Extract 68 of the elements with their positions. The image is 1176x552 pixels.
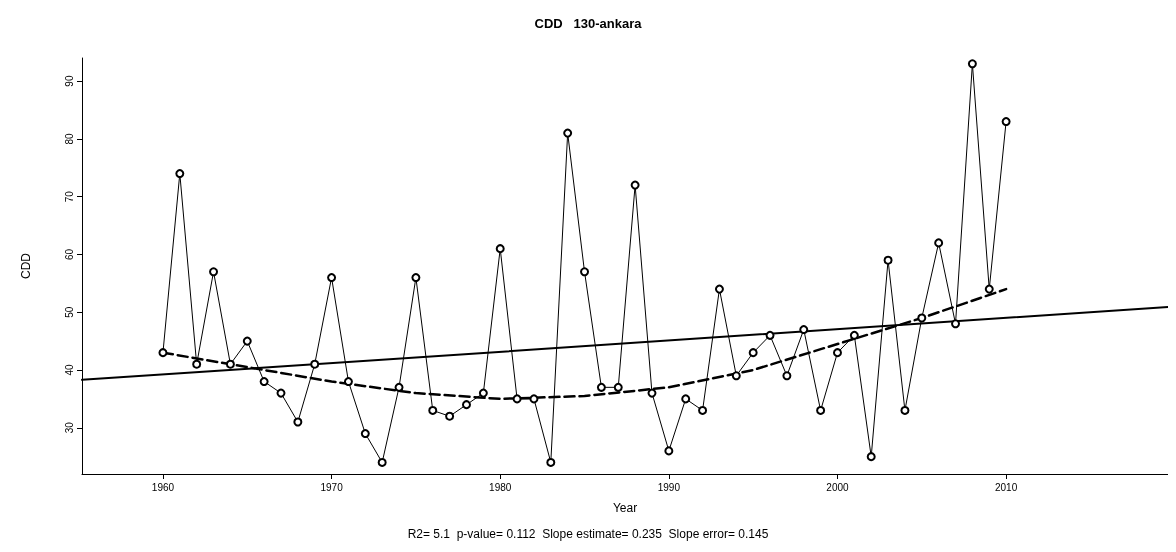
y-tick-label: 80 (63, 132, 75, 145)
point (327, 273, 337, 283)
point (681, 394, 691, 404)
x-tick-label: 2000 (826, 481, 850, 493)
point (428, 405, 438, 415)
point (293, 417, 303, 427)
point (563, 128, 573, 138)
point (529, 394, 539, 404)
point (731, 371, 741, 381)
point (192, 359, 202, 369)
x-tick-label: 1960 (151, 481, 175, 493)
point (377, 457, 387, 467)
point (276, 388, 286, 398)
point (310, 359, 320, 369)
point (967, 59, 977, 69)
point (175, 169, 185, 179)
y-tick-label: 30 (63, 421, 75, 434)
y-axis-title: CDD (19, 252, 33, 279)
point (934, 238, 944, 248)
point (242, 336, 252, 346)
y-tick-label: 90 (63, 75, 75, 87)
point (816, 405, 826, 415)
point (951, 319, 961, 329)
point (360, 429, 370, 439)
x-axis-title: Year (612, 501, 638, 515)
point (394, 382, 404, 392)
point (445, 411, 455, 421)
point (259, 377, 269, 387)
point (714, 284, 724, 294)
point (512, 394, 522, 404)
point (209, 267, 219, 277)
point (495, 244, 505, 254)
point (866, 452, 876, 462)
point (698, 405, 708, 415)
point (984, 284, 994, 294)
y-tick-label: 50 (63, 306, 75, 318)
point (900, 405, 910, 415)
point (883, 255, 893, 265)
point (158, 348, 168, 358)
point (832, 348, 842, 358)
x-tick-label: 2010 (994, 481, 1018, 493)
point (596, 382, 606, 392)
y-tick-label: 60 (63, 248, 75, 261)
point (799, 325, 809, 335)
point (225, 359, 235, 369)
point (748, 348, 758, 358)
point (343, 377, 353, 387)
x-tick-label: 1980 (489, 481, 512, 493)
point (546, 457, 556, 467)
point (647, 388, 657, 398)
point (849, 330, 859, 340)
point (630, 180, 640, 190)
point (765, 330, 775, 340)
chart-title: CDD 130-ankara (534, 16, 643, 31)
point (917, 313, 927, 323)
point (580, 267, 590, 277)
x-tick-label: 1970 (320, 481, 344, 493)
point (782, 371, 792, 381)
point (461, 400, 471, 410)
point (1001, 117, 1011, 127)
point (478, 388, 488, 398)
y-tick-label: 40 (63, 364, 75, 376)
y-tick-label: 70 (63, 190, 75, 203)
point (411, 273, 421, 283)
text: R2= 5.1 p-value= 0.112 Slope estimate= 0.235 Slope error= 0.145 (407, 527, 769, 541)
x-tick-label: 1990 (657, 481, 681, 493)
point (664, 446, 674, 456)
point (613, 382, 623, 392)
